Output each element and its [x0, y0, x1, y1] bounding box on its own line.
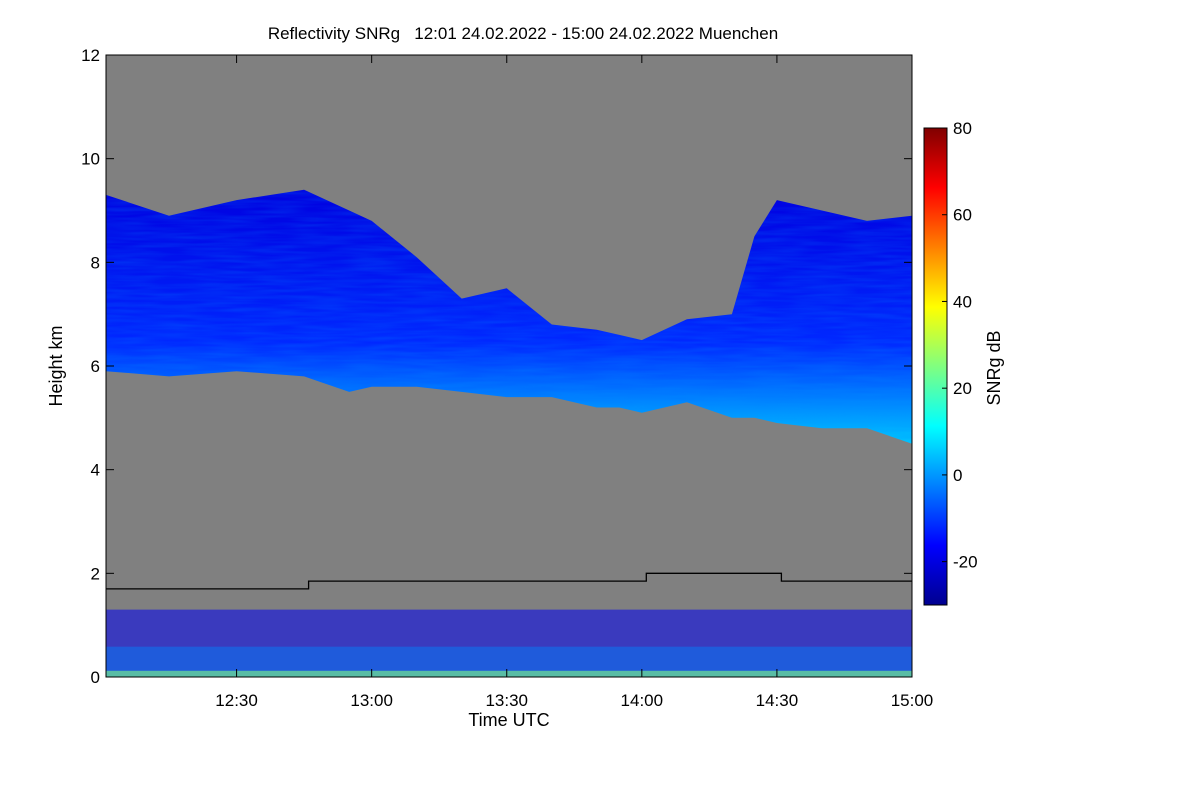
- x-tick-label: 14:30: [756, 691, 799, 710]
- x-tick-label: 12:30: [215, 691, 258, 710]
- y-tick-label: 12: [81, 46, 100, 65]
- chart-title: Reflectivity SNRg 12:01 24.02.2022 - 15:…: [268, 24, 778, 43]
- y-axis: 0 2 4 6 8 10 12: [81, 46, 912, 687]
- colorbar-tick-label: 40: [953, 292, 972, 311]
- y-tick-label: 10: [81, 150, 100, 169]
- y-tick-label: 0: [91, 668, 100, 687]
- x-tick-label: 13:30: [485, 691, 528, 710]
- x-tick-label: 13:00: [350, 691, 393, 710]
- y-tick-label: 2: [91, 564, 100, 583]
- colorbar-tick-label: 20: [953, 379, 972, 398]
- plot-content: [106, 189, 912, 677]
- colorbar-tick-label: -20: [953, 553, 978, 572]
- y-tick-label: 6: [91, 357, 100, 376]
- x-axis-label: Time UTC: [468, 710, 549, 730]
- y-tick-label: 4: [91, 461, 100, 480]
- colorbar-tick-label: 0: [953, 466, 962, 485]
- x-tick-label: 14:00: [621, 691, 664, 710]
- colorbar: [923, 127, 948, 606]
- x-tick-label: 15:00: [891, 691, 934, 710]
- ground-return: [106, 670, 912, 677]
- colorbar-label: SNRg dB: [984, 330, 1004, 405]
- low-clutter-band: [106, 609, 912, 677]
- colorbar-ticks: -20 0 20 40 60 80: [942, 119, 978, 572]
- colorbar-tick-label: 80: [953, 119, 972, 138]
- colorbar-tick-label: 60: [953, 206, 972, 225]
- cloud-texture: [106, 189, 912, 444]
- y-tick-label: 8: [91, 253, 100, 272]
- x-axis: 12:30 13:00 13:30 14:00 14:30 15:00: [215, 55, 933, 710]
- y-axis-label: Height km: [46, 325, 66, 406]
- boundary-layer-line: [106, 572, 912, 590]
